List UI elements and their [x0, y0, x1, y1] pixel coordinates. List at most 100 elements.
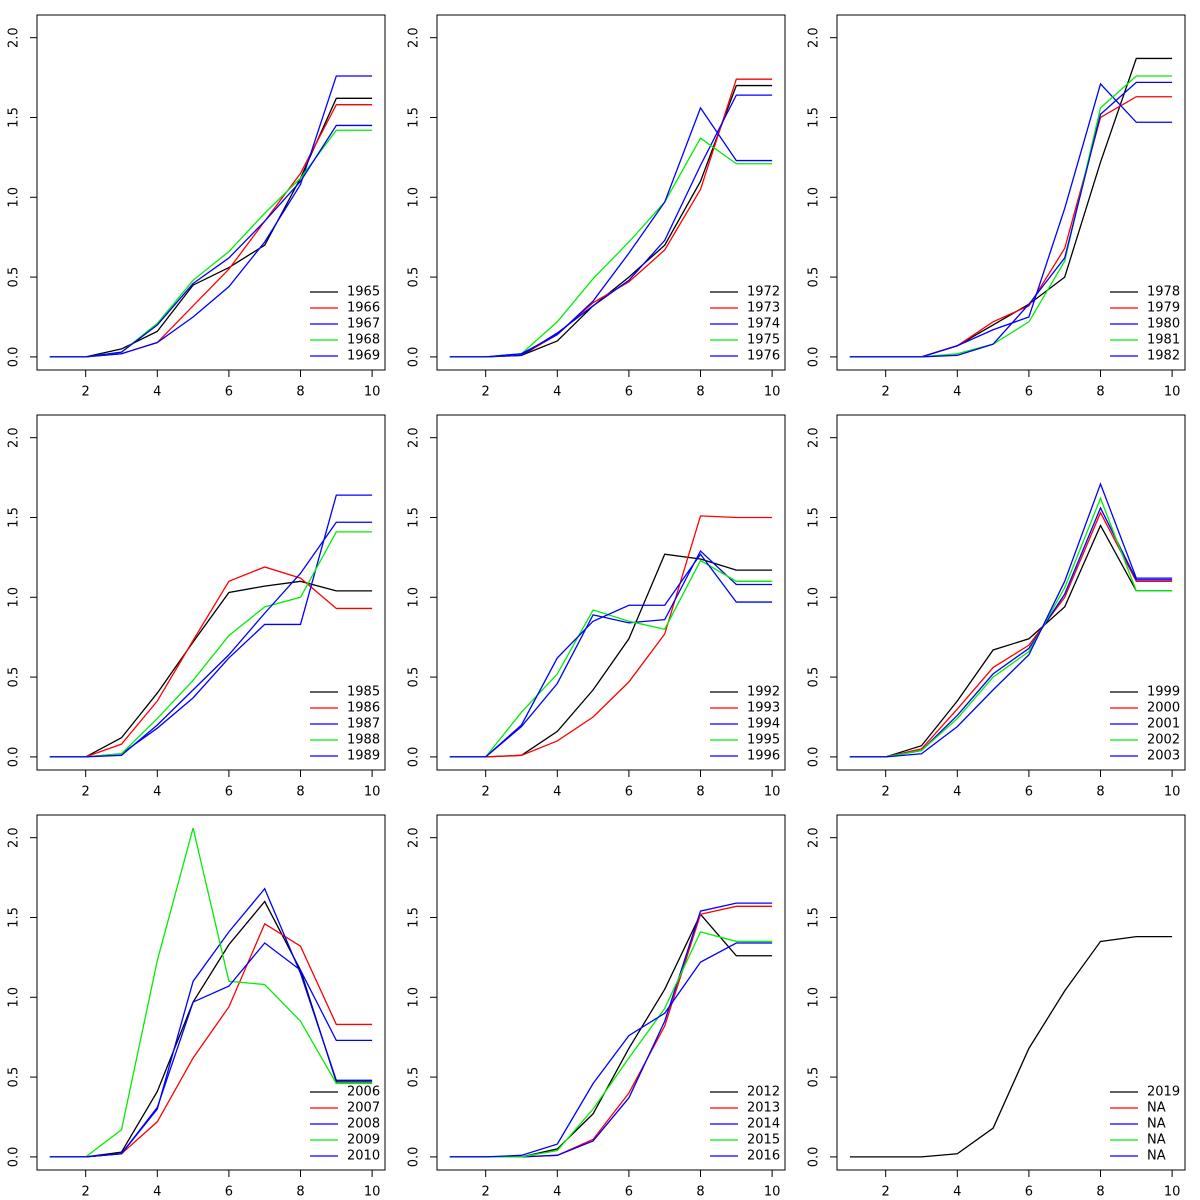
legend-label: 1976	[747, 349, 780, 364]
series-line	[849, 496, 1173, 758]
x-tick-label: 4	[553, 385, 561, 400]
plot-frame	[436, 414, 786, 771]
x-tick-label: 10	[364, 385, 381, 400]
x-tick-label: 4	[153, 1185, 161, 1200]
legend-label: NA	[1147, 1117, 1166, 1132]
legend-label: 1995	[747, 733, 780, 748]
legend-label: 1999	[1147, 685, 1180, 700]
x-tick-label: 10	[764, 785, 781, 800]
y-tick-label: 0.5	[7, 667, 22, 688]
y-tick-label: 1.0	[407, 987, 422, 1008]
x-tick-label: 6	[1025, 385, 1033, 400]
y-tick-label: 0.0	[7, 747, 22, 768]
legend-label: 1994	[747, 717, 780, 732]
series-line	[49, 580, 373, 758]
legend-label: 1986	[347, 701, 380, 716]
y-tick-label: 1.5	[407, 107, 422, 128]
y-tick-label: 0.5	[807, 1067, 822, 1088]
legend-label: 1967	[347, 317, 380, 332]
legend-label: 2006	[347, 1085, 380, 1100]
plot-frame	[36, 14, 386, 371]
plot-frame	[436, 14, 786, 371]
series-line	[49, 827, 373, 1158]
legend-label: 2009	[347, 1133, 380, 1148]
legend-label: 2008	[347, 1117, 380, 1132]
y-tick-label: 1.0	[7, 187, 22, 208]
series-line	[49, 104, 373, 358]
legend-label: 2014	[747, 1117, 780, 1132]
legend-label: 2013	[747, 1101, 780, 1116]
legend-label: 2003	[1147, 749, 1180, 764]
y-tick-label: 1.5	[807, 107, 822, 128]
y-tick-label: 2.0	[407, 27, 422, 48]
series-line	[49, 75, 373, 358]
x-tick-label: 4	[953, 385, 961, 400]
x-tick-label: 2	[882, 385, 890, 400]
plot-frame	[836, 414, 1186, 771]
y-tick-label: 1.0	[7, 987, 22, 1008]
legend-label: NA	[1147, 1149, 1166, 1164]
x-tick-label: 6	[225, 385, 233, 400]
series-line	[449, 94, 773, 358]
legend-label: 1966	[347, 301, 380, 316]
series-line	[449, 913, 773, 1158]
y-tick-label: 1.5	[7, 107, 22, 128]
x-tick-label: 8	[296, 385, 304, 400]
legend-label: 1969	[347, 349, 380, 364]
series-line	[49, 922, 373, 1158]
series-line	[449, 553, 773, 758]
x-tick-label: 6	[1025, 1185, 1033, 1200]
x-tick-label: 4	[553, 785, 561, 800]
y-tick-label: 1.0	[7, 587, 22, 608]
x-tick-label: 8	[1096, 1185, 1104, 1200]
y-tick-label: 0.0	[807, 1147, 822, 1168]
y-tick-label: 1.0	[407, 187, 422, 208]
x-tick-label: 6	[625, 385, 633, 400]
legend-label: 1988	[347, 733, 380, 748]
series-line	[49, 129, 373, 358]
series-line	[449, 515, 773, 758]
series-line	[49, 887, 373, 1158]
legend-label: 2010	[347, 1149, 380, 1164]
y-tick-label: 0.0	[407, 347, 422, 368]
x-tick-label: 4	[953, 1185, 961, 1200]
legend-label: 2019	[1147, 1085, 1180, 1100]
series-line	[49, 942, 373, 1158]
y-tick-label: 1.0	[407, 587, 422, 608]
y-tick-label: 2.0	[807, 27, 822, 48]
x-tick-label: 8	[696, 785, 704, 800]
x-tick-label: 4	[953, 785, 961, 800]
legend-label: 1973	[747, 301, 780, 316]
legend-label: 1996	[747, 749, 780, 764]
y-tick-label: 1.0	[807, 587, 822, 608]
x-tick-label: 6	[625, 1185, 633, 1200]
x-tick-label: 4	[153, 385, 161, 400]
x-tick-label: 10	[364, 785, 381, 800]
x-tick-label: 10	[764, 1185, 781, 1200]
x-tick-label: 8	[1096, 385, 1104, 400]
y-tick-label: 0.5	[807, 267, 822, 288]
series-line	[49, 531, 373, 758]
x-tick-label: 4	[553, 1185, 561, 1200]
y-tick-label: 2.0	[7, 427, 22, 448]
y-tick-label: 1.0	[807, 987, 822, 1008]
x-tick-label: 2	[882, 785, 890, 800]
x-tick-label: 2	[82, 1185, 90, 1200]
legend-label: 1965	[347, 285, 380, 300]
series-line	[449, 106, 773, 358]
x-tick-label: 6	[225, 1185, 233, 1200]
legend-label: 2002	[1147, 733, 1180, 748]
series-line	[449, 931, 773, 1158]
x-tick-label: 2	[482, 385, 490, 400]
plot-frame	[36, 814, 386, 1171]
x-tick-label: 10	[1164, 1185, 1181, 1200]
legend-label: 1992	[747, 685, 780, 700]
x-tick-label: 8	[696, 1185, 704, 1200]
legend-label: 1978	[1147, 285, 1180, 300]
legend-label: 2000	[1147, 701, 1180, 716]
y-tick-label: 0.0	[7, 1147, 22, 1168]
series-line	[49, 566, 373, 758]
plot-frame	[836, 14, 1186, 371]
y-tick-label: 2.0	[807, 427, 822, 448]
legend-label: 2016	[747, 1149, 780, 1164]
